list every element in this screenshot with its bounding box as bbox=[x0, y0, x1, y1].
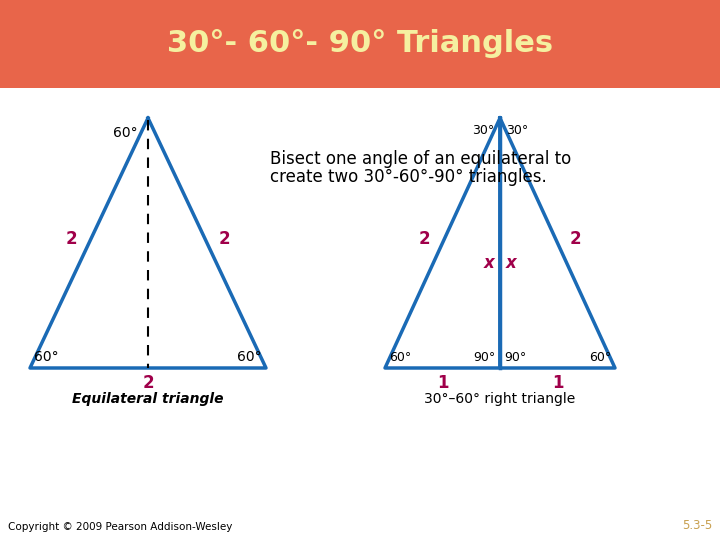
Text: 30°: 30° bbox=[506, 124, 528, 137]
Text: 60°: 60° bbox=[589, 351, 611, 364]
Bar bbox=[0, 0, 720, 88]
Text: 1: 1 bbox=[552, 374, 563, 392]
Text: 60°: 60° bbox=[34, 350, 58, 364]
Text: 2: 2 bbox=[219, 230, 230, 248]
Text: x: x bbox=[483, 254, 494, 272]
Text: 2: 2 bbox=[570, 230, 581, 248]
Text: 30°: 30° bbox=[472, 124, 494, 137]
Text: 2: 2 bbox=[419, 230, 431, 248]
Text: 5.3-5: 5.3-5 bbox=[682, 519, 712, 532]
Text: 30°- 60°- 90° Triangles: 30°- 60°- 90° Triangles bbox=[167, 30, 553, 58]
Text: 1: 1 bbox=[437, 374, 449, 392]
Text: 2: 2 bbox=[66, 230, 77, 248]
Text: Bisect one angle of an equilateral to: Bisect one angle of an equilateral to bbox=[270, 150, 571, 168]
Text: Copyright © 2009 Pearson Addison-Wesley: Copyright © 2009 Pearson Addison-Wesley bbox=[8, 522, 233, 532]
Text: create two 30°-60°-90° triangles.: create two 30°-60°-90° triangles. bbox=[270, 168, 546, 186]
Text: 90°: 90° bbox=[474, 351, 496, 364]
Text: x: x bbox=[506, 254, 517, 272]
Text: 30°–60° right triangle: 30°–60° right triangle bbox=[424, 392, 575, 406]
Text: 90°: 90° bbox=[504, 351, 526, 364]
Text: 60°: 60° bbox=[389, 351, 411, 364]
Text: 60°: 60° bbox=[113, 126, 138, 140]
Text: Equilateral triangle: Equilateral triangle bbox=[72, 392, 224, 406]
Text: 60°: 60° bbox=[238, 350, 262, 364]
Text: 2: 2 bbox=[142, 374, 154, 392]
